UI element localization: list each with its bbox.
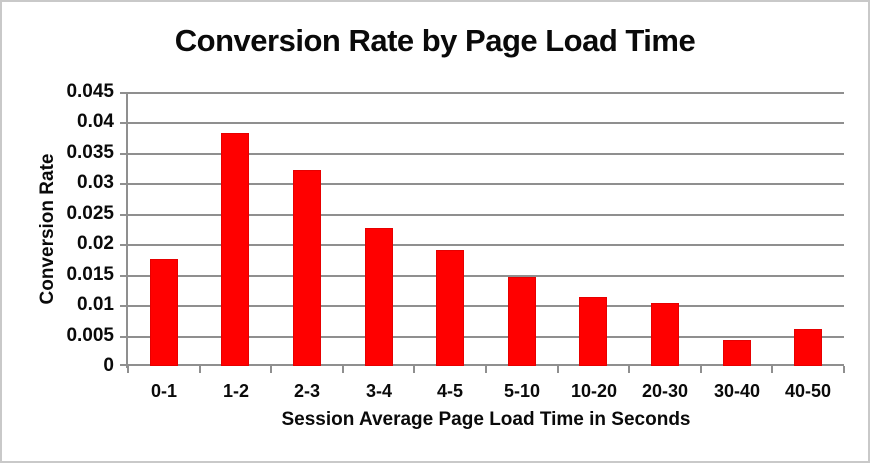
x-tick-label: 20-30: [641, 381, 689, 401]
x-tick-mark: [700, 366, 702, 373]
gridline: [120, 92, 844, 94]
x-tick-label: 10-20: [570, 381, 618, 401]
y-tick-label: 0.02: [77, 233, 114, 254]
x-tick-label: 5-10: [503, 381, 541, 401]
y-axis-title: Conversion Rate: [37, 153, 58, 305]
gridline: [120, 122, 844, 124]
bar: [365, 228, 393, 366]
gridline: [120, 336, 844, 338]
x-tick-mark: [628, 366, 630, 373]
bar: [651, 303, 679, 366]
y-tick-label: 0.01: [77, 294, 114, 315]
x-tick-label: 1-2: [222, 381, 249, 401]
y-axis-line: [126, 92, 128, 368]
x-tick-mark: [127, 366, 129, 373]
gridline: [120, 275, 844, 277]
gridline: [120, 244, 844, 246]
x-tick-mark: [413, 366, 415, 373]
bar: [221, 133, 249, 366]
y-tick-label: 0: [103, 355, 114, 376]
plot-area: [120, 92, 845, 373]
x-tick-label: 40-50: [784, 381, 832, 401]
x-tick-label: 0-1: [150, 381, 177, 401]
gridline: [120, 214, 844, 216]
x-tick-mark: [485, 366, 487, 373]
y-tick-label: 0.04: [77, 111, 114, 132]
y-tick-label: 0.025: [66, 203, 114, 224]
bar: [436, 250, 464, 366]
y-tick-label: 0.045: [66, 81, 114, 102]
bar: [508, 277, 536, 366]
x-tick-label: 30-40: [713, 381, 761, 401]
x-axis-title: Session Average Page Load Time in Second…: [281, 409, 691, 430]
x-tick-label: 3-4: [365, 381, 392, 401]
x-tick-label: 4-5: [436, 381, 463, 401]
y-tick-label: 0.005: [66, 325, 114, 346]
x-tick-mark: [771, 366, 773, 373]
bar: [150, 259, 178, 366]
y-tick-label: 0.015: [66, 264, 114, 285]
x-tick-mark: [342, 366, 344, 373]
x-axis-line: [120, 364, 844, 366]
gridline: [120, 305, 844, 307]
x-tick-mark: [843, 366, 845, 373]
bar: [723, 340, 751, 366]
x-tick-label: 2-3: [293, 381, 320, 401]
y-tick-label: 0.035: [66, 142, 114, 163]
chart-title: Conversion Rate by Page Load Time: [174, 23, 696, 58]
bar: [794, 329, 822, 366]
x-tick-mark: [199, 366, 201, 373]
gridline: [120, 183, 844, 185]
x-tick-mark: [270, 366, 272, 373]
bar: [579, 297, 607, 366]
gridline: [120, 153, 844, 155]
x-tick-mark: [557, 366, 559, 373]
y-tick-label: 0.03: [77, 172, 114, 193]
bar: [293, 170, 321, 366]
